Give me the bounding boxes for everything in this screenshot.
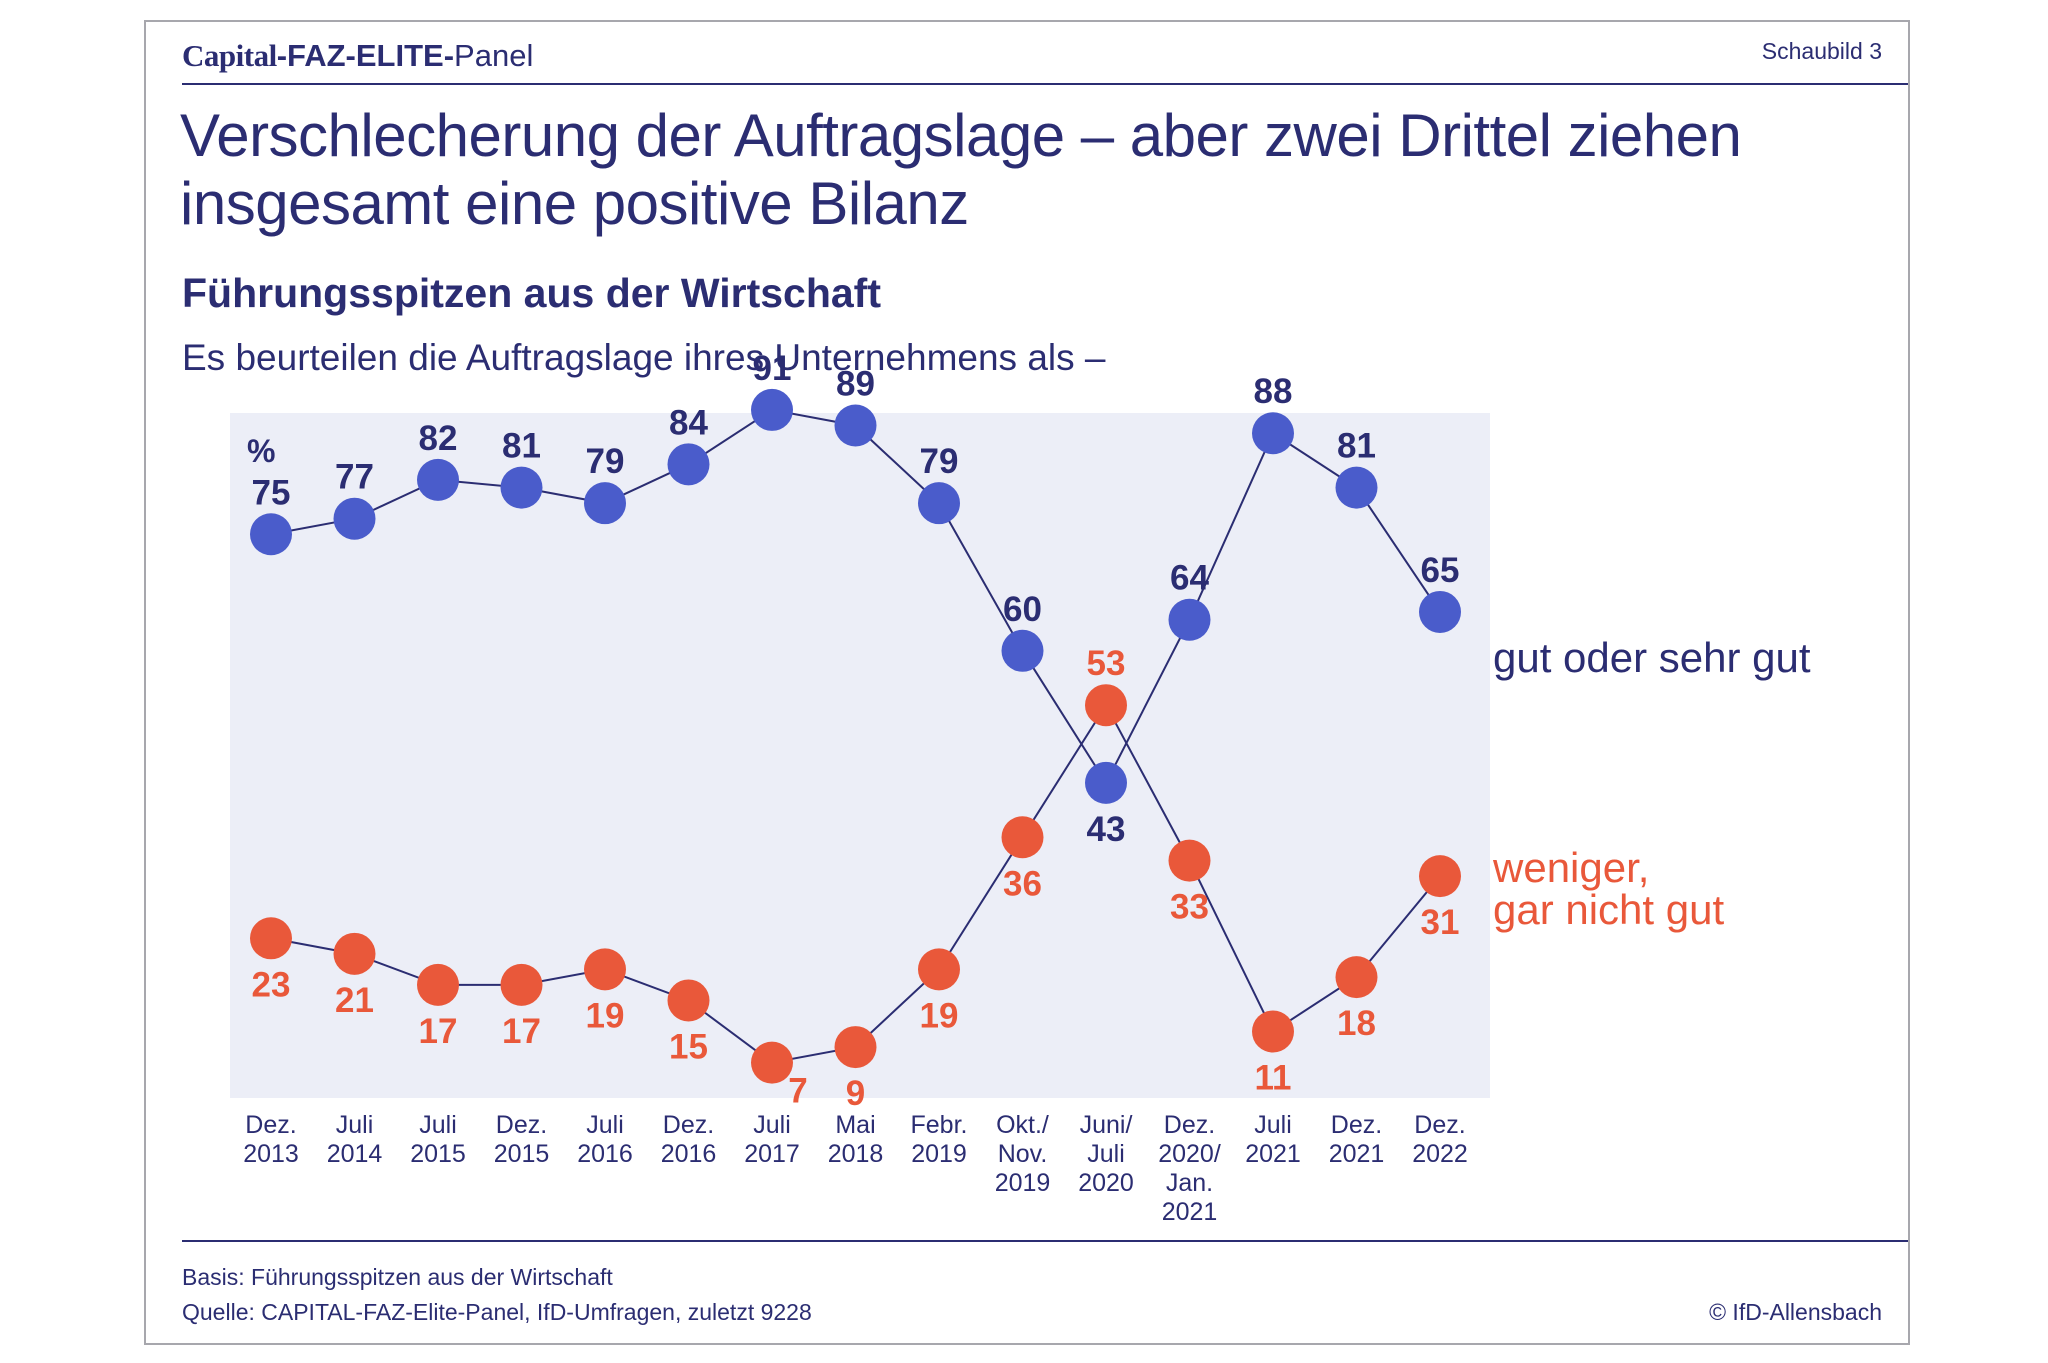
data-label-good: 82 (419, 419, 458, 458)
data-label-bad: 19 (586, 996, 625, 1035)
copyright: © IfD-Allensbach (1709, 1299, 1882, 1325)
data-point-good (1001, 629, 1044, 672)
data-point-good (333, 497, 376, 540)
x-tick-label: Juni/Juli 2020 (1078, 1111, 1134, 1197)
survey-question: Es beurteilen die Auftragslage ihres Unt… (182, 337, 1106, 378)
data-point-bad (1252, 1010, 1294, 1053)
x-tick-label: Dez. 2015 (494, 1111, 550, 1168)
footnote-basis: Basis: Führungsspitzen aus der Wirtschaf… (182, 1264, 613, 1290)
data-label-bad: 17 (502, 1012, 541, 1051)
unit-label: % (247, 433, 275, 469)
data-label-good: 81 (1337, 427, 1376, 466)
footnote-source: Quelle: CAPITAL-FAZ-Elite-Panel, IfD-Umf… (182, 1299, 812, 1325)
data-point-bad (584, 948, 626, 991)
data-label-bad: 17 (419, 1012, 458, 1051)
data-point-bad (667, 979, 710, 1022)
footer-divider (182, 1240, 1908, 1242)
x-tick-label: Juli 2017 (744, 1111, 800, 1168)
brand-panel: Panel (454, 38, 534, 73)
data-label-bad: 7 (788, 1072, 807, 1111)
data-label-good: 43 (1087, 810, 1126, 849)
figure-number: Schaubild 3 (1761, 38, 1882, 64)
data-label-good: 60 (1003, 590, 1042, 629)
data-point-good (667, 443, 710, 486)
x-tick-label: Dez. 2020/Jan. 2021 (1158, 1111, 1221, 1226)
data-point-good (250, 513, 292, 556)
data-label-bad: 18 (1337, 1004, 1376, 1043)
header-divider (182, 83, 1908, 85)
brand-capital: Capital (182, 38, 277, 73)
data-point-good (1419, 590, 1461, 633)
x-tick-label: Juli 2014 (327, 1111, 383, 1168)
data-point-bad (1168, 839, 1211, 882)
data-point-bad (500, 963, 543, 1006)
data-label-good: 75 (252, 473, 291, 512)
data-point-good (500, 466, 543, 509)
data-point-bad (751, 1041, 793, 1084)
brand-logo: Capital-FAZ-ELITE-Panel (182, 38, 533, 74)
data-label-good: 81 (502, 427, 541, 466)
data-label-good: 88 (1254, 372, 1293, 411)
data-label-good: 65 (1421, 551, 1460, 590)
data-label-good: 64 (1170, 559, 1209, 598)
data-point-bad (1001, 816, 1044, 859)
data-point-bad (1085, 684, 1127, 727)
data-label-bad: 11 (1255, 1059, 1292, 1098)
data-point-bad (1335, 956, 1378, 999)
x-tick-label: Dez. 2022 (1412, 1111, 1468, 1168)
x-tick-label: Juli 2016 (577, 1111, 633, 1168)
data-label-good: 91 (753, 349, 792, 388)
brand-faz-elite: -FAZ-ELITE- (276, 38, 455, 73)
data-point-good (1252, 412, 1294, 455)
chart-subtitle: Führungsspitzen aus der Wirtschaft (182, 270, 881, 316)
data-label-bad: 19 (920, 996, 959, 1035)
x-tick-label: Juli 2015 (410, 1111, 466, 1168)
data-point-bad (333, 932, 376, 975)
data-point-good (918, 482, 960, 525)
data-label-bad: 15 (669, 1027, 708, 1066)
data-point-bad (417, 963, 459, 1006)
x-tick-label: Febr. 2019 (911, 1111, 968, 1168)
data-point-good (834, 404, 877, 447)
data-point-good (751, 388, 793, 431)
data-point-good (1335, 466, 1378, 509)
data-label-good: 79 (586, 442, 625, 481)
data-label-bad: 21 (335, 981, 374, 1020)
data-label-bad: 31 (1421, 903, 1460, 942)
data-label-bad: 53 (1087, 644, 1126, 683)
data-point-good (584, 482, 626, 525)
x-tick-label: Dez. 2016 (661, 1111, 717, 1168)
x-tick-label: Mai 2018 (828, 1111, 884, 1168)
data-label-good: 84 (669, 403, 708, 442)
x-tick-label: Juli 2021 (1245, 1111, 1301, 1168)
data-point-good (417, 458, 459, 501)
x-tick-label: Okt./Nov. 2019 (995, 1111, 1051, 1197)
legend-label-bad: weniger, gar nicht gut (1492, 844, 1724, 933)
chart-frame (144, 20, 1910, 1345)
data-label-bad: 9 (846, 1074, 865, 1113)
data-label-bad: 33 (1170, 888, 1209, 927)
legend-label-good: gut oder sehr gut (1493, 634, 1811, 681)
data-label-good: 89 (836, 364, 875, 403)
data-label-bad: 23 (252, 965, 291, 1004)
data-point-bad (1419, 855, 1461, 898)
data-label-good: 77 (335, 458, 374, 497)
data-label-good: 79 (920, 442, 959, 481)
data-point-good (1085, 761, 1127, 804)
data-point-bad (918, 948, 960, 991)
chart-title: Verschlecherung der Auftragslage – aber … (180, 102, 1742, 237)
plot-background (230, 413, 1490, 1098)
x-tick-label: Dez. 2013 (243, 1111, 299, 1168)
data-point-bad (834, 1026, 877, 1069)
data-point-good (1168, 598, 1211, 641)
data-label-bad: 36 (1003, 864, 1042, 903)
data-point-bad (250, 917, 292, 960)
x-tick-label: Dez. 2021 (1329, 1111, 1385, 1168)
